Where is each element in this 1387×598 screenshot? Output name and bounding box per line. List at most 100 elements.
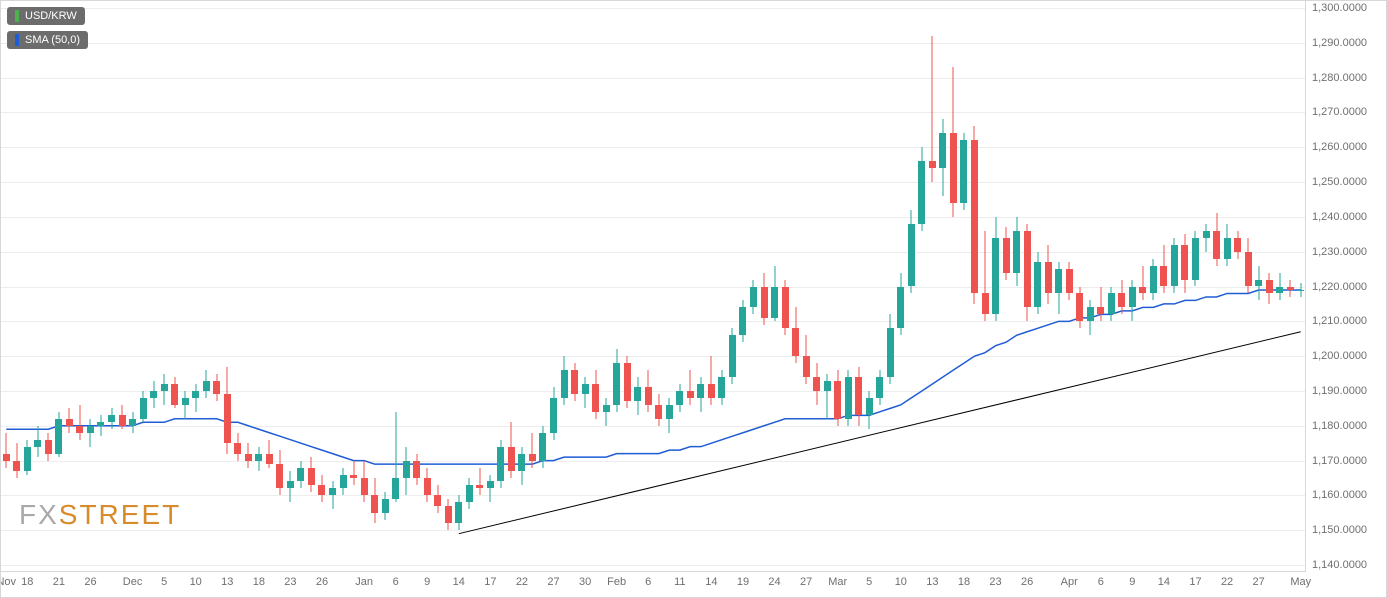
candle[interactable] <box>1255 1 1262 572</box>
candle[interactable] <box>1129 1 1136 572</box>
candle[interactable] <box>308 1 315 572</box>
candle[interactable] <box>203 1 210 572</box>
candle[interactable] <box>192 1 199 572</box>
candle[interactable] <box>161 1 168 572</box>
candle[interactable] <box>950 1 957 572</box>
candle[interactable] <box>739 1 746 572</box>
candle[interactable] <box>960 1 967 572</box>
candle[interactable] <box>140 1 147 572</box>
candle[interactable] <box>803 1 810 572</box>
candle[interactable] <box>1097 1 1104 572</box>
candle[interactable] <box>55 1 62 572</box>
candle[interactable] <box>729 1 736 572</box>
candle[interactable] <box>1150 1 1157 572</box>
candle[interactable] <box>424 1 431 572</box>
candle[interactable] <box>455 1 462 572</box>
candle[interactable] <box>982 1 989 572</box>
candle[interactable] <box>182 1 189 572</box>
candle[interactable] <box>129 1 136 572</box>
candle[interactable] <box>255 1 262 572</box>
candle[interactable] <box>119 1 126 572</box>
candle[interactable] <box>1087 1 1094 572</box>
candle[interactable] <box>413 1 420 572</box>
candle[interactable] <box>866 1 873 572</box>
candle[interactable] <box>634 1 641 572</box>
candle[interactable] <box>97 1 104 572</box>
candle[interactable] <box>1066 1 1073 572</box>
candle[interactable] <box>929 1 936 572</box>
candle[interactable] <box>592 1 599 572</box>
candle[interactable] <box>497 1 504 572</box>
candle[interactable] <box>571 1 578 572</box>
candle[interactable] <box>1139 1 1146 572</box>
candle[interactable] <box>487 1 494 572</box>
candle[interactable] <box>718 1 725 572</box>
candle[interactable] <box>782 1 789 572</box>
candle[interactable] <box>561 1 568 572</box>
indicator-badge[interactable]: SMA (50,0) <box>7 31 88 49</box>
candle[interactable] <box>792 1 799 572</box>
candle[interactable] <box>834 1 841 572</box>
candle[interactable] <box>24 1 31 572</box>
candle[interactable] <box>350 1 357 572</box>
candle[interactable] <box>971 1 978 572</box>
candle[interactable] <box>761 1 768 572</box>
candle[interactable] <box>845 1 852 572</box>
candle[interactable] <box>1213 1 1220 572</box>
candle[interactable] <box>476 1 483 572</box>
candle[interactable] <box>897 1 904 572</box>
candle[interactable] <box>297 1 304 572</box>
candle[interactable] <box>403 1 410 572</box>
candle[interactable] <box>1203 1 1210 572</box>
candle[interactable] <box>992 1 999 572</box>
candle[interactable] <box>13 1 20 572</box>
candle[interactable] <box>1076 1 1083 572</box>
candle[interactable] <box>655 1 662 572</box>
candle[interactable] <box>697 1 704 572</box>
candle[interactable] <box>34 1 41 572</box>
candle[interactable] <box>750 1 757 572</box>
candle[interactable] <box>1245 1 1252 572</box>
candle[interactable] <box>855 1 862 572</box>
candle[interactable] <box>539 1 546 572</box>
candle[interactable] <box>1192 1 1199 572</box>
candle[interactable] <box>287 1 294 572</box>
candle[interactable] <box>1045 1 1052 572</box>
candle[interactable] <box>708 1 715 572</box>
candle[interactable] <box>1287 1 1294 572</box>
candle[interactable] <box>266 1 273 572</box>
candle[interactable] <box>603 1 610 572</box>
candle[interactable] <box>771 1 778 572</box>
candle[interactable] <box>1266 1 1273 572</box>
candle[interactable] <box>918 1 925 572</box>
candle[interactable] <box>1108 1 1115 572</box>
candle[interactable] <box>645 1 652 572</box>
candle[interactable] <box>613 1 620 572</box>
candle[interactable] <box>329 1 336 572</box>
candle[interactable] <box>108 1 115 572</box>
candle[interactable] <box>340 1 347 572</box>
candle[interactable] <box>234 1 241 572</box>
candle[interactable] <box>361 1 368 572</box>
candle[interactable] <box>1160 1 1167 572</box>
candle[interactable] <box>45 1 52 572</box>
candle[interactable] <box>1118 1 1125 572</box>
plot-area[interactable] <box>1 1 1306 572</box>
candle[interactable] <box>624 1 631 572</box>
candle[interactable] <box>445 1 452 572</box>
candle[interactable] <box>276 1 283 572</box>
candle[interactable] <box>1181 1 1188 572</box>
candle[interactable] <box>887 1 894 572</box>
candle[interactable] <box>171 1 178 572</box>
candle[interactable] <box>466 1 473 572</box>
candle[interactable] <box>508 1 515 572</box>
candle[interactable] <box>813 1 820 572</box>
candle[interactable] <box>382 1 389 572</box>
candle[interactable] <box>529 1 536 572</box>
candle[interactable] <box>1055 1 1062 572</box>
candle[interactable] <box>150 1 157 572</box>
candle[interactable] <box>1297 1 1304 572</box>
candle[interactable] <box>518 1 525 572</box>
candle[interactable] <box>676 1 683 572</box>
candle[interactable] <box>245 1 252 572</box>
